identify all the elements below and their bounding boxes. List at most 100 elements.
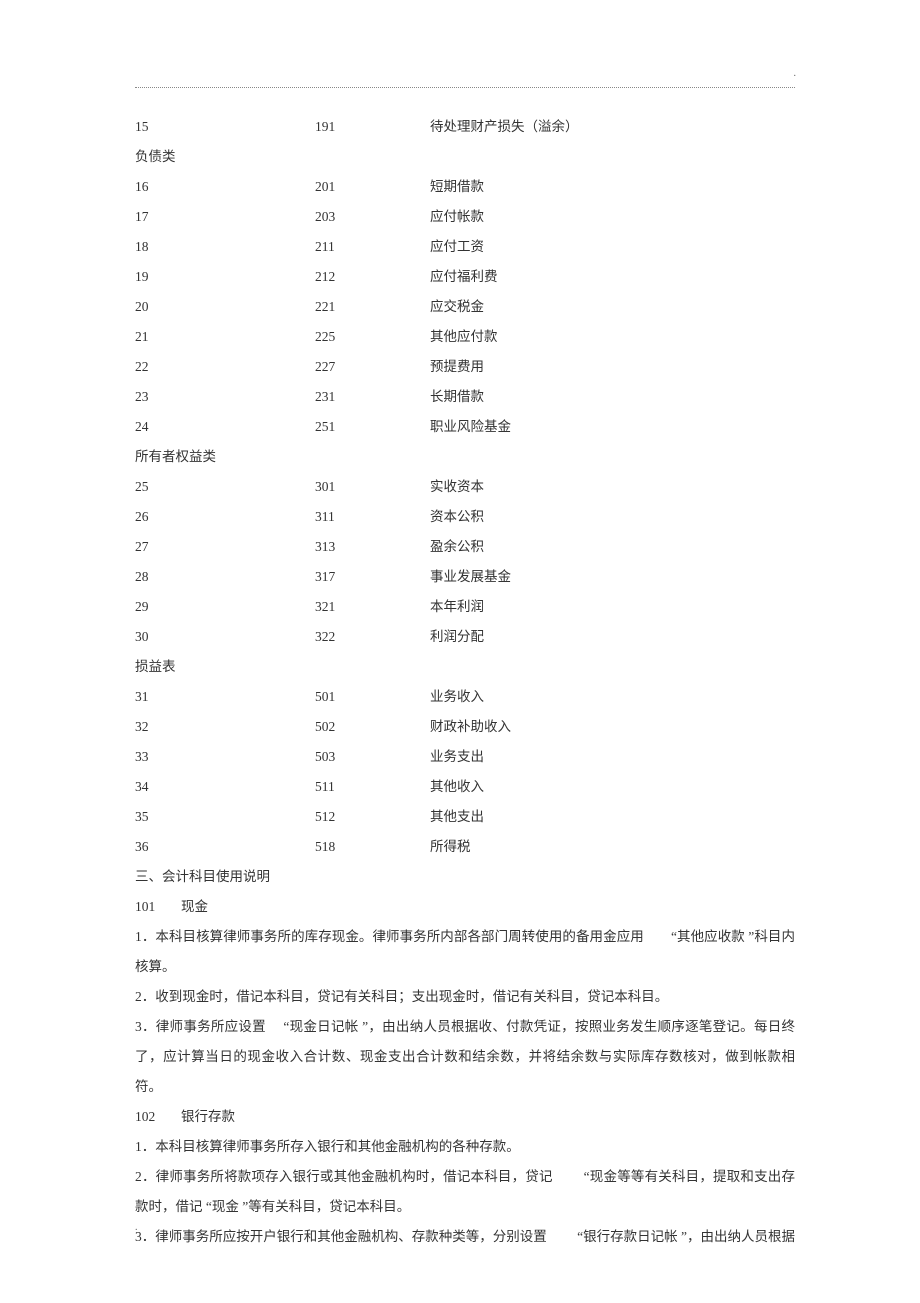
corner-mark-bottom-left: . bbox=[135, 1222, 138, 1233]
row-name: 事业发展基金 bbox=[430, 562, 795, 592]
table-row: 29321本年利润 bbox=[135, 592, 795, 622]
table-row: 25301实收资本 bbox=[135, 472, 795, 502]
row-name: 资本公积 bbox=[430, 502, 795, 532]
table-row: 34511其他收入 bbox=[135, 772, 795, 802]
row-name: 应交税金 bbox=[430, 292, 795, 322]
row-seq: 22 bbox=[135, 352, 315, 382]
row-seq: 30 bbox=[135, 622, 315, 652]
row-code: 511 bbox=[315, 772, 430, 802]
row-name: 应付福利费 bbox=[430, 262, 795, 292]
page-content: 15191待处理财产损失（溢余）负债类16201短期借款17203应付帐款182… bbox=[135, 112, 795, 1252]
subject-name: 现金 bbox=[181, 899, 208, 914]
row-code: 201 bbox=[315, 172, 430, 202]
row-code: 311 bbox=[315, 502, 430, 532]
row-code: 518 bbox=[315, 832, 430, 862]
table-row: 36518所得税 bbox=[135, 832, 795, 862]
table-row: 22227预提费用 bbox=[135, 352, 795, 382]
table-row: 24251职业风险基金 bbox=[135, 412, 795, 442]
row-name: 职业风险基金 bbox=[430, 412, 795, 442]
table-row: 32502财政补助收入 bbox=[135, 712, 795, 742]
row-name: 实收资本 bbox=[430, 472, 795, 502]
row-code: 301 bbox=[315, 472, 430, 502]
row-seq: 29 bbox=[135, 592, 315, 622]
category-header: 损益表 bbox=[135, 652, 795, 682]
document-page: . 15191待处理财产损失（溢余）负债类16201短期借款17203应付帐款1… bbox=[0, 0, 920, 1303]
row-seq: 15 bbox=[135, 112, 315, 142]
accounts-table: 15191待处理财产损失（溢余）负债类16201短期借款17203应付帐款182… bbox=[135, 112, 795, 862]
row-name: 本年利润 bbox=[430, 592, 795, 622]
table-row: 35512其他支出 bbox=[135, 802, 795, 832]
row-name: 其他应付款 bbox=[430, 322, 795, 352]
row-name: 其他支出 bbox=[430, 802, 795, 832]
row-code: 512 bbox=[315, 802, 430, 832]
row-name: 财政补助收入 bbox=[430, 712, 795, 742]
category-header: 负债类 bbox=[135, 142, 795, 172]
subject-name: 银行存款 bbox=[181, 1109, 235, 1124]
row-name: 盈余公积 bbox=[430, 532, 795, 562]
table-row: 27313盈余公积 bbox=[135, 532, 795, 562]
row-name: 待处理财产损失（溢余） bbox=[430, 112, 795, 142]
row-seq: 31 bbox=[135, 682, 315, 712]
row-code: 317 bbox=[315, 562, 430, 592]
row-name: 应付工资 bbox=[430, 232, 795, 262]
row-code: 321 bbox=[315, 592, 430, 622]
subject-heading: 102银行存款 bbox=[135, 1102, 795, 1132]
row-code: 225 bbox=[315, 322, 430, 352]
row-seq: 16 bbox=[135, 172, 315, 202]
category-header: 所有者权益类 bbox=[135, 442, 795, 472]
row-seq: 26 bbox=[135, 502, 315, 532]
row-name: 应付帐款 bbox=[430, 202, 795, 232]
row-seq: 28 bbox=[135, 562, 315, 592]
paragraph: 1．本科目核算律师事务所的库存现金。律师事务所内部各部门周转使用的备用金应用 “… bbox=[135, 922, 795, 982]
subject-code: 101 bbox=[135, 892, 181, 922]
row-seq: 17 bbox=[135, 202, 315, 232]
subject-explanations: 101现金 1．本科目核算律师事务所的库存现金。律师事务所内部各部门周转使用的备用… bbox=[135, 892, 795, 1252]
row-name: 短期借款 bbox=[430, 172, 795, 202]
table-row: 31501业务收入 bbox=[135, 682, 795, 712]
table-row: 16201短期借款 bbox=[135, 172, 795, 202]
row-code: 501 bbox=[315, 682, 430, 712]
table-row: 20221应交税金 bbox=[135, 292, 795, 322]
table-row: 30322利润分配 bbox=[135, 622, 795, 652]
paragraph: 1．本科目核算律师事务所存入银行和其他金融机构的各种存款。 bbox=[135, 1132, 795, 1162]
table-row: 21225其他应付款 bbox=[135, 322, 795, 352]
row-seq: 19 bbox=[135, 262, 315, 292]
table-row: 17203应付帐款 bbox=[135, 202, 795, 232]
table-row: 33503业务支出 bbox=[135, 742, 795, 772]
table-row: 26311资本公积 bbox=[135, 502, 795, 532]
row-name: 业务收入 bbox=[430, 682, 795, 712]
row-seq: 24 bbox=[135, 412, 315, 442]
table-row: 18211应付工资 bbox=[135, 232, 795, 262]
row-code: 313 bbox=[315, 532, 430, 562]
row-seq: 36 bbox=[135, 832, 315, 862]
row-seq: 18 bbox=[135, 232, 315, 262]
row-code: 212 bbox=[315, 262, 430, 292]
table-row: 19212应付福利费 bbox=[135, 262, 795, 292]
paragraph: 3．律师事务所应按开户银行和其他金融机构、存款种类等，分别设置 “银行存款日记帐… bbox=[135, 1222, 795, 1252]
paragraph: 2．收到现金时，借记本科目，贷记有关科目；支出现金时，借记有关科目，贷记本科目。 bbox=[135, 982, 795, 1012]
paragraph: 3．律师事务所应设置 “现金日记帐 ”，由出纳人员根据收、付款凭证，按照业务发生… bbox=[135, 1012, 795, 1102]
row-name: 其他收入 bbox=[430, 772, 795, 802]
row-code: 191 bbox=[315, 112, 430, 142]
row-seq: 25 bbox=[135, 472, 315, 502]
row-seq: 32 bbox=[135, 712, 315, 742]
row-code: 231 bbox=[315, 382, 430, 412]
section-heading-3: 三、会计科目使用说明 bbox=[135, 862, 795, 892]
header-rule bbox=[135, 87, 795, 88]
row-code: 203 bbox=[315, 202, 430, 232]
row-code: 211 bbox=[315, 232, 430, 262]
row-seq: 35 bbox=[135, 802, 315, 832]
row-code: 251 bbox=[315, 412, 430, 442]
corner-mark-top-right: . bbox=[794, 68, 797, 79]
row-name: 预提费用 bbox=[430, 352, 795, 382]
table-row: 28317事业发展基金 bbox=[135, 562, 795, 592]
row-seq: 27 bbox=[135, 532, 315, 562]
subject-code: 102 bbox=[135, 1102, 181, 1132]
row-name: 长期借款 bbox=[430, 382, 795, 412]
row-seq: 34 bbox=[135, 772, 315, 802]
row-name: 所得税 bbox=[430, 832, 795, 862]
table-row: 15191待处理财产损失（溢余） bbox=[135, 112, 795, 142]
table-row: 23231长期借款 bbox=[135, 382, 795, 412]
row-seq: 23 bbox=[135, 382, 315, 412]
row-code: 221 bbox=[315, 292, 430, 322]
